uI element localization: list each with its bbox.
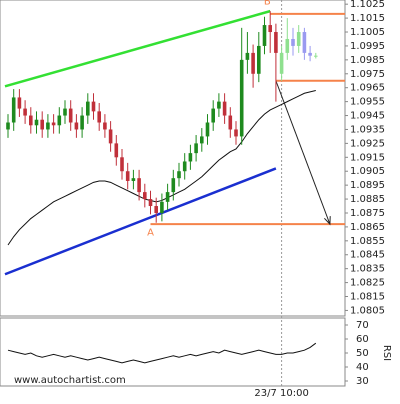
y-tick-label: 1.0945 xyxy=(350,111,385,122)
candle-body xyxy=(308,52,312,56)
candle-body xyxy=(160,201,164,213)
y-tick-label: 1.0895 xyxy=(350,180,385,191)
y-tick-label: 1.1015 xyxy=(350,13,385,24)
y-tick-label: 1.0865 xyxy=(350,222,385,233)
candle-body xyxy=(23,108,27,116)
trend-line xyxy=(4,9,271,88)
y-tick-label: 1.0925 xyxy=(350,138,385,149)
candle-body xyxy=(68,108,73,123)
candle-body xyxy=(217,101,221,109)
candle-body xyxy=(234,129,238,137)
candle-body xyxy=(296,32,301,46)
candle-body xyxy=(131,178,136,181)
candle-body xyxy=(211,108,215,123)
rsi-tick-label: 50 xyxy=(356,348,369,359)
candle-body xyxy=(165,192,170,202)
y-tick-label: 1.0965 xyxy=(350,83,385,94)
y-tick-label: 1.0825 xyxy=(350,278,385,289)
candle-body xyxy=(137,178,141,193)
y-tick-label: 1.0815 xyxy=(350,292,385,303)
candle-body xyxy=(262,25,267,46)
y-tick-label: 1.0935 xyxy=(350,124,385,135)
point-label: B xyxy=(264,0,271,7)
rsi-panel xyxy=(0,317,346,387)
candle-body xyxy=(302,32,307,53)
y-tick-label: 1.0905 xyxy=(350,166,385,177)
candle-body xyxy=(200,136,204,144)
y-tick-label: 1.0855 xyxy=(350,236,385,247)
candle-body xyxy=(291,38,295,46)
candle-body xyxy=(245,52,250,60)
candle-body xyxy=(114,143,119,158)
moving-average xyxy=(7,89,316,246)
rsi-line xyxy=(7,342,317,364)
forecast-arrow xyxy=(275,80,331,225)
y-tick-label: 1.0955 xyxy=(350,97,385,108)
candle-body xyxy=(6,122,10,130)
candle-body xyxy=(29,115,33,126)
candle-body xyxy=(125,171,130,181)
candle-body xyxy=(274,32,278,53)
candle-body xyxy=(40,119,44,130)
candle-body xyxy=(154,206,158,213)
y-tick-label: 1.0975 xyxy=(350,69,385,80)
candle-body xyxy=(177,171,181,179)
rsi-tick-label: 40 xyxy=(356,362,369,373)
candle-body xyxy=(188,153,193,162)
candle-body xyxy=(228,115,233,130)
candle-body xyxy=(103,122,107,130)
candle-body xyxy=(279,52,284,74)
candle-body xyxy=(194,143,198,154)
rsi-tick-label: 60 xyxy=(356,334,369,345)
y-tick-label: 1.0885 xyxy=(350,194,385,205)
candle-body xyxy=(205,122,210,137)
y-tick-label: 1.0835 xyxy=(350,264,385,275)
rsi-label: RSI xyxy=(381,345,392,361)
y-tick-label: 1.1005 xyxy=(350,27,385,38)
arrow-head xyxy=(324,216,331,226)
y-tick-label: 1.0915 xyxy=(350,152,385,163)
watermark: www.autochartist.com xyxy=(14,375,126,386)
candle-body xyxy=(222,101,227,116)
candle-body xyxy=(182,161,187,172)
candle-body xyxy=(46,122,50,130)
candle-body xyxy=(314,55,318,57)
candle-body xyxy=(80,115,84,130)
candle-body xyxy=(11,97,16,123)
trend-line xyxy=(4,167,277,276)
candle-body xyxy=(17,97,22,109)
candle-body xyxy=(57,115,62,126)
candle-body xyxy=(34,119,39,126)
rsi-tick-label: 30 xyxy=(356,376,369,387)
y-tick-label: 1.0875 xyxy=(350,208,385,219)
candle-body xyxy=(97,111,101,123)
x-tick-label: 23/7 10:00 xyxy=(254,388,308,399)
rsi-tick-label: 70 xyxy=(356,320,369,331)
y-tick-label: 1.1025 xyxy=(350,0,385,10)
price-panel xyxy=(0,0,346,317)
point-label: A xyxy=(147,227,154,238)
candle-body xyxy=(91,101,96,112)
candle-body xyxy=(51,122,56,126)
candle-body xyxy=(86,101,90,116)
y-tick-label: 1.0805 xyxy=(350,305,385,316)
candle-body xyxy=(257,45,261,74)
candle-body xyxy=(143,192,147,200)
candle-body xyxy=(148,199,153,207)
candle-body xyxy=(239,59,244,137)
y-tick-label: 1.0845 xyxy=(350,250,385,261)
candle-body xyxy=(74,122,79,130)
y-tick-label: 1.0995 xyxy=(350,41,385,52)
y-tick-label: 1.0985 xyxy=(350,55,385,66)
candle-body xyxy=(120,157,124,172)
candle-body xyxy=(63,108,67,116)
candle-body xyxy=(171,178,176,193)
candle-body xyxy=(108,129,113,144)
candle-body xyxy=(268,25,272,33)
candle-body xyxy=(285,38,290,53)
candle-body xyxy=(251,52,255,74)
